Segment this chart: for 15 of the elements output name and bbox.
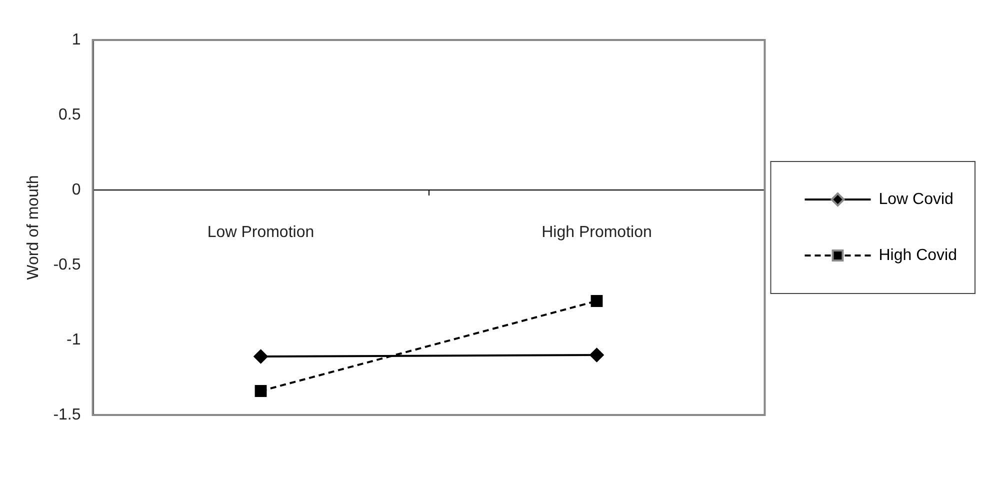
y-tick-label: -1.5 xyxy=(53,406,81,424)
y-tick-label: 0.5 xyxy=(58,106,81,124)
y-tick-label: 0 xyxy=(72,181,81,198)
point xyxy=(254,385,267,397)
y-axis-title: Word of mouth xyxy=(25,175,42,280)
x-tick-label: High Promotion xyxy=(542,224,652,242)
x-tick-label: Low Promotion xyxy=(207,224,314,242)
point xyxy=(590,348,604,362)
point xyxy=(254,350,268,364)
legend-label: Low Covid xyxy=(878,190,954,208)
point xyxy=(590,295,603,307)
y-tick-label: -0.5 xyxy=(53,256,81,274)
y-tick-label: 1 xyxy=(72,31,81,48)
legend-label: High Covid xyxy=(878,246,958,264)
y-tick-label: -1 xyxy=(66,331,81,348)
